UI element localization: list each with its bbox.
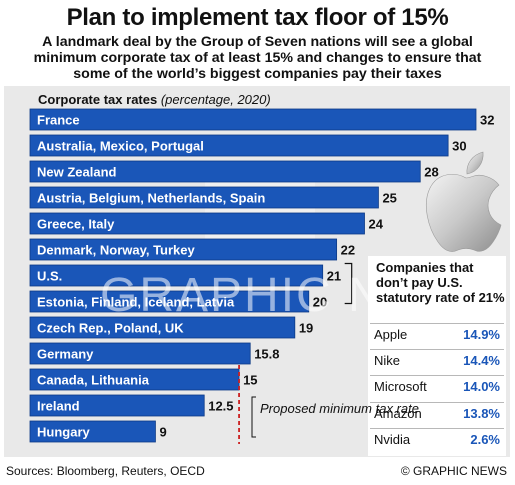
proposed-bracket: [251, 396, 256, 438]
category-label: Austria, Belgium, Netherlands, Spain: [37, 191, 265, 206]
bar: [29, 186, 379, 209]
value-label: 9: [159, 425, 166, 440]
side-row-amazon: Amazon 13.8%: [370, 402, 504, 425]
bar: [29, 342, 251, 365]
category-label: Denmark, Norway, Turkey: [37, 243, 196, 258]
bar: [29, 134, 449, 157]
bar: [29, 238, 338, 261]
side-row-nvidia: Nvidia 2.6%: [370, 428, 504, 451]
value-label: 25: [382, 191, 396, 206]
value-label: 22: [341, 243, 355, 258]
value-label: 24: [369, 217, 384, 232]
side-row-rate: 2.6%: [470, 432, 500, 447]
category-label: U.S.: [37, 269, 62, 284]
side-panel: [368, 256, 506, 456]
side-row-rate: 14.4%: [463, 353, 500, 368]
chart-label-italic: (percentage, 2020): [160, 92, 271, 107]
side-row-apple: Apple 14.9%: [370, 323, 504, 346]
value-label: 15.8: [254, 347, 279, 362]
side-row-company: Amazon: [374, 406, 422, 421]
category-label: Hungary: [37, 425, 91, 440]
side-row-company: Nvidia: [374, 432, 411, 447]
value-label: 30: [452, 139, 466, 154]
category-label: Czech Rep., Poland, UK: [37, 321, 184, 336]
value-label: 32: [480, 113, 494, 128]
value-label: 19: [299, 321, 313, 336]
category-label: Australia, Mexico, Portugal: [37, 139, 204, 154]
bar: [29, 108, 477, 131]
category-label: Canada, Lithuania: [37, 373, 150, 388]
bracket: [344, 262, 353, 305]
side-row-nike: Nike 14.4%: [370, 349, 504, 372]
side-row-rate: 13.8%: [463, 406, 500, 421]
category-label: Estonia, Finland, Iceland, Latvia: [37, 295, 235, 310]
chart-label-bold: Corporate tax rates: [38, 92, 158, 107]
proposed-rate-label: Proposed minimum tax rate: [260, 401, 419, 416]
bar: [29, 316, 296, 339]
bar: [29, 290, 310, 313]
chart-label: Corporate tax rates (percentage, 2020): [38, 92, 271, 107]
side-row-rate: 14.9%: [463, 327, 500, 342]
category-label: Ireland: [37, 399, 80, 414]
side-row-microsoft: Microsoft 14.0%: [370, 375, 504, 398]
side-panel-heading: Companies that don’t pay U.S. statutory …: [376, 260, 505, 305]
bar: [29, 264, 324, 287]
side-row-company: Nike: [374, 353, 401, 368]
side-row-company: Apple: [374, 327, 408, 342]
value-label: 12.5: [208, 399, 233, 414]
side-row-company: Microsoft: [374, 379, 427, 394]
value-label: 20: [313, 295, 327, 310]
chart-title: Plan to implement tax floor of 15%: [66, 4, 449, 31]
value-label: 21: [327, 269, 341, 284]
side-row-rate: 14.0%: [463, 379, 500, 394]
sources-text: Sources: Bloomberg, Reuters, OECD: [6, 464, 205, 478]
category-label: Germany: [37, 347, 94, 362]
bar: [29, 420, 156, 443]
credit-text: © GRAPHIC NEWS: [400, 464, 507, 478]
bar: [29, 394, 205, 417]
bar: [29, 160, 421, 183]
value-label: 28: [424, 165, 438, 180]
category-label: Greece, Italy: [37, 217, 115, 232]
category-label: New Zealand: [37, 165, 117, 180]
category-label: France: [37, 113, 80, 128]
bar: [29, 212, 365, 235]
chart-subtitle: A landmark deal by the Group of Seven na…: [33, 34, 482, 82]
value-label: 15: [243, 373, 257, 388]
apple-logo-icon: [426, 151, 502, 252]
